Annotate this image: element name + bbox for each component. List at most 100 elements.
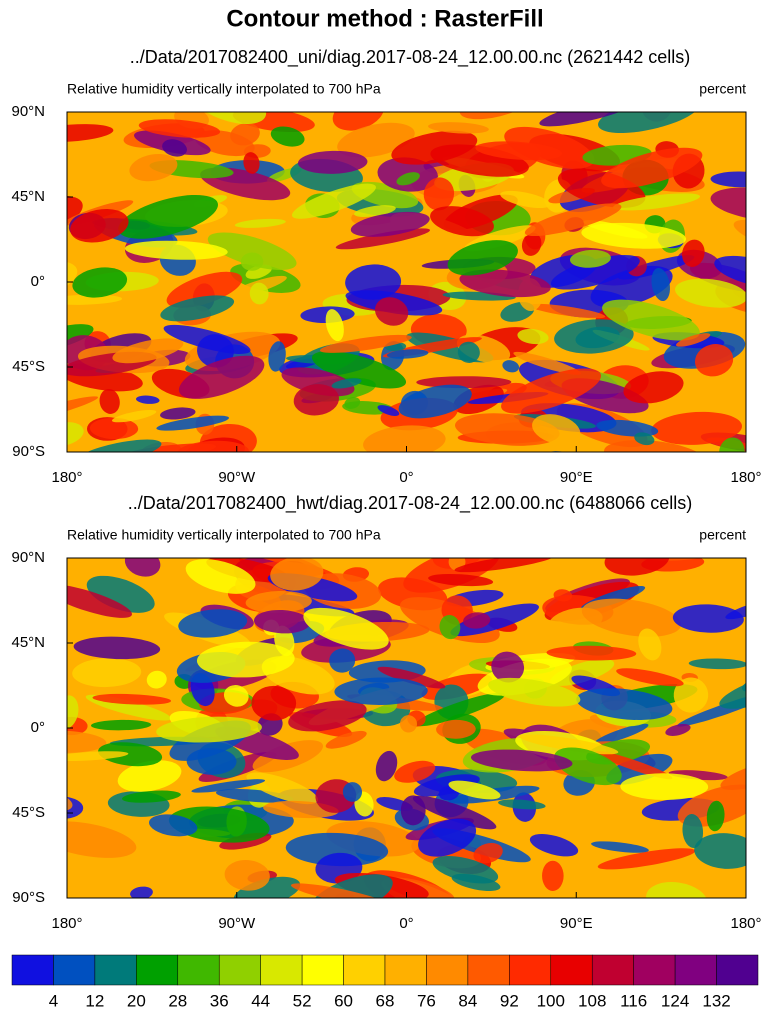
humidity-patch — [163, 324, 251, 354]
humidity-patch — [111, 409, 157, 423]
humidity-patch — [542, 860, 564, 891]
humidity-patch — [350, 211, 430, 237]
humidity-patch — [710, 171, 746, 188]
humidity-patch — [160, 407, 196, 420]
humidity-patch — [762, 693, 770, 742]
humidity-patch — [529, 834, 579, 857]
humidity-patch — [72, 658, 142, 688]
humidity-patch — [396, 172, 420, 186]
humidity-patch — [651, 267, 670, 302]
colorbar-label: 36 — [210, 991, 229, 1010]
humidity-patch — [723, 505, 764, 523]
humidity-patch — [178, 609, 248, 638]
humidity-patch — [251, 685, 297, 721]
humidity-patch — [583, 220, 648, 239]
humidity-patch — [581, 598, 682, 637]
map-field — [67, 89, 764, 523]
colorbar-box — [53, 954, 96, 986]
humidity-patch — [412, 795, 497, 830]
humidity-patch — [447, 240, 518, 276]
humidity-patch — [149, 814, 198, 837]
humidity-patch — [689, 262, 746, 292]
humidity-patch — [67, 584, 132, 618]
humidity-patch — [411, 89, 440, 115]
humidity-patch — [473, 842, 503, 864]
humidity-patch — [554, 319, 634, 354]
humidity-patch — [682, 814, 704, 849]
humidity-patch — [502, 360, 520, 373]
humidity-patch — [604, 558, 670, 576]
humidity-patch — [334, 677, 428, 705]
colorbar-box — [343, 954, 386, 986]
lat-tick-label: 90°N — [11, 549, 45, 566]
humidity-patch — [377, 405, 400, 416]
humidity-patch — [591, 841, 649, 853]
lat-tick-label: 90°N — [11, 103, 45, 120]
humidity-patch — [554, 747, 622, 786]
lon-tick-label: 90°E — [560, 469, 593, 486]
humidity-patch — [156, 415, 230, 431]
humidity-patch — [646, 882, 708, 898]
humidity-patch — [394, 760, 436, 783]
humidity-patch — [576, 688, 673, 720]
humidity-patch — [363, 425, 446, 452]
humidity-patch — [124, 558, 161, 577]
humidity-patch — [546, 645, 637, 661]
humidity-patch — [706, 800, 725, 832]
humidity-patch — [92, 693, 172, 705]
humidity-patch — [67, 821, 137, 858]
humidity-patch — [345, 264, 402, 300]
humidity-patch — [332, 112, 384, 131]
colorbar-label: 108 — [578, 991, 606, 1010]
colorbar-box — [674, 954, 717, 986]
humidity-patch — [413, 774, 480, 797]
humidity-patch — [641, 98, 663, 112]
humidity-patch — [138, 119, 221, 138]
humidity-patch — [470, 749, 573, 772]
humidity-patch — [98, 742, 163, 767]
humidity-patch — [67, 730, 107, 753]
colorbar-label: 4 — [49, 991, 58, 1010]
humidity-patch — [99, 388, 120, 414]
colorbar-box — [11, 954, 54, 986]
humidity-patch — [329, 648, 356, 673]
humidity-patch — [297, 150, 368, 174]
colorbar-box — [136, 954, 179, 986]
humidity-patch — [130, 886, 153, 898]
humidity-patch — [391, 130, 478, 165]
humidity-patch — [67, 751, 129, 762]
humidity-patch — [224, 859, 270, 891]
humidity-patch — [303, 607, 389, 650]
humidity-patch — [594, 723, 649, 745]
colorbar-label: 60 — [334, 991, 353, 1010]
title: Contour method : RasterFill — [226, 5, 543, 32]
humidity-patch — [325, 309, 344, 342]
humidity-patch — [319, 334, 412, 353]
lat-tick-label: 0° — [31, 273, 45, 290]
subtitle: ../Data/2017082400_hwt/diag.2017-08-24_1… — [128, 493, 692, 514]
humidity-patch — [160, 295, 235, 322]
colorbar-label: 132 — [702, 991, 730, 1010]
humidity-patch — [459, 269, 551, 298]
left-label: Relative humidity vertically interpolate… — [67, 527, 381, 543]
humidity-patch — [595, 751, 673, 780]
lat-tick-label: 45°N — [11, 634, 45, 651]
humidity-patch — [331, 378, 362, 389]
humidity-patch — [196, 641, 295, 678]
humidity-patch — [675, 278, 746, 308]
humidity-patch — [325, 730, 367, 749]
colorbar-box — [633, 954, 676, 986]
humidity-patch — [285, 832, 389, 867]
colorbar-box — [94, 954, 137, 986]
humidity-patch — [550, 254, 640, 290]
humidity-patch — [677, 691, 746, 727]
colorbar-label: 20 — [127, 991, 146, 1010]
humidity-patch — [112, 338, 184, 364]
humidity-patch — [436, 719, 476, 739]
humidity-patch — [719, 668, 746, 709]
colorbar-label: 124 — [661, 991, 689, 1010]
humidity-patch — [694, 833, 746, 869]
subtitle: ../Data/2017082400_uni/diag.2017-08-24_1… — [130, 47, 690, 68]
colorbar-label: 100 — [537, 991, 565, 1010]
colorbar-label: 84 — [458, 991, 477, 1010]
